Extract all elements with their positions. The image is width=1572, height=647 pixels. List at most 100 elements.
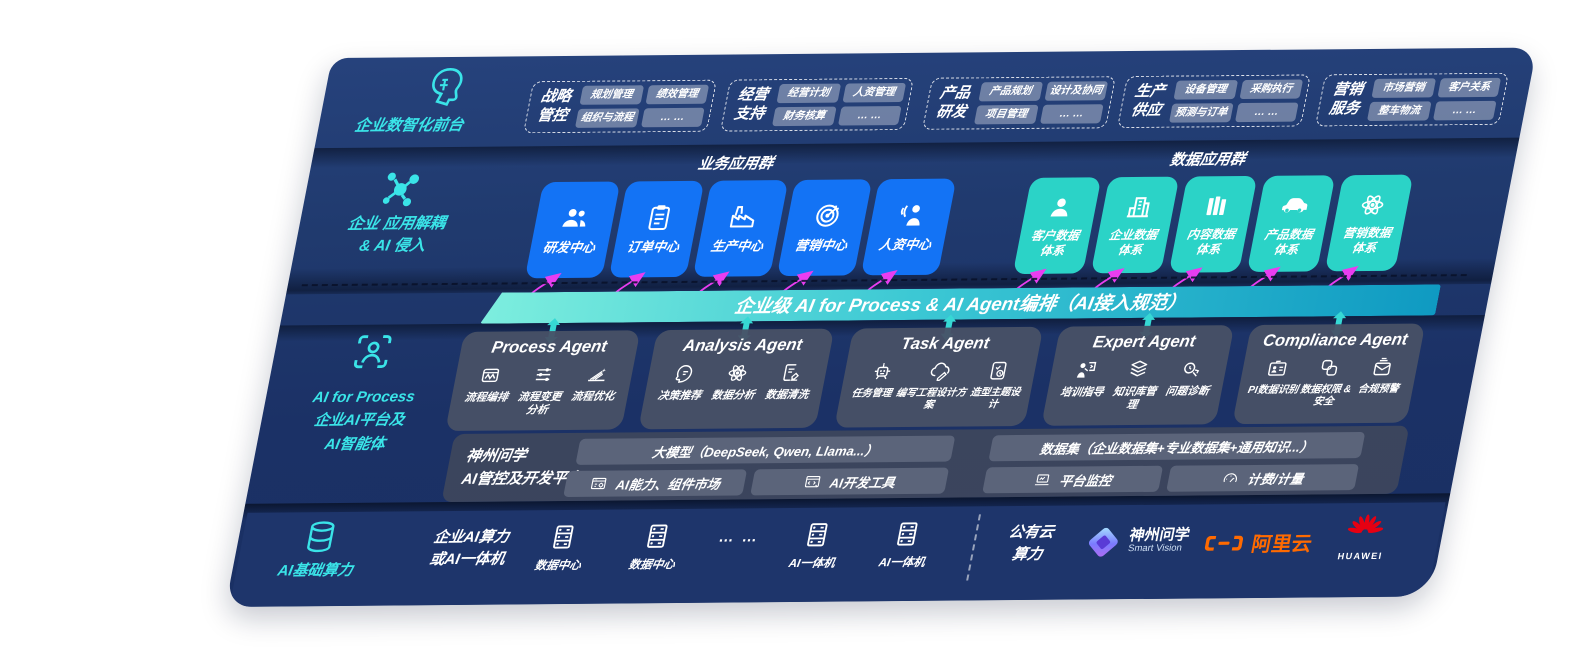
chip: 市场营销 xyxy=(1371,78,1436,98)
node-label: AI一体机 xyxy=(787,557,836,571)
server-icon xyxy=(799,520,835,550)
node-label: 数据中心 xyxy=(627,559,676,572)
chip: … … xyxy=(1432,100,1497,121)
diagnose-icon xyxy=(1178,357,1205,380)
dev-tools-bar: AI开发工具 xyxy=(750,467,950,496)
enterprise-compute-label: 企业AI算力 或AI一体机 xyxy=(428,528,511,568)
building-icon xyxy=(1122,192,1155,220)
laptop-icon xyxy=(1032,471,1054,489)
person-scan-icon xyxy=(349,331,397,371)
business-group-title: 业务应用群 xyxy=(696,155,775,173)
analysis-agent-card: Analysis Agent 决策推荐 数据分析 数据清洗 xyxy=(638,328,835,430)
ai-platform-label: AI for Process 企业AI平台及 AI智能体 xyxy=(311,388,417,453)
server-icon xyxy=(545,522,581,552)
sliders-icon xyxy=(530,363,557,386)
chip: 设备管理 xyxy=(1173,80,1238,100)
front-office-group-supply: 生产 供应 设备管理 采购执行 预测与订单 … … xyxy=(1116,74,1312,129)
group-title: 产品 研发 xyxy=(934,84,972,121)
server-icon xyxy=(639,521,675,551)
training-icon xyxy=(1073,358,1100,381)
infra-label: AI基础算力 xyxy=(276,561,355,580)
capability-bar: AI能力、组件市场 xyxy=(563,469,748,497)
group-title: 生产 供应 xyxy=(1129,82,1167,120)
group-chips: 产品规划 设计及协同 项目管理 … … xyxy=(973,81,1109,125)
chip: 设计及协同 xyxy=(1043,81,1109,101)
chip: 组织与流程 xyxy=(574,108,640,128)
process-agent-card: Process Agent 流程编排 流程变更分析 流程优化 xyxy=(445,330,641,432)
car-icon xyxy=(1277,190,1313,220)
clean-doc-icon xyxy=(777,361,804,384)
flow-doc-icon xyxy=(477,363,504,386)
front-office-group-operation: 经营 支持 经营计划 人资管理 财务核算 … … xyxy=(719,77,915,132)
decision-head-icon xyxy=(670,362,697,385)
app-layer-label: 企业 应用解耦 & AI 侵入 xyxy=(346,215,447,255)
chip: 客户关系 xyxy=(1436,77,1502,98)
layers-icon xyxy=(1125,358,1152,381)
chip: … … xyxy=(640,107,705,128)
group-chips: 经营计划 人资管理 财务核算 … … xyxy=(771,82,907,127)
gauge-icon xyxy=(1220,469,1242,487)
smart-vision-sub: Smart Vision xyxy=(1127,542,1183,555)
books-icon xyxy=(1200,192,1233,220)
window-gear-icon xyxy=(588,475,610,493)
window-tool-icon xyxy=(802,473,824,491)
front-office-group-strategy: 战略 管控 规划管理 绩效管理 组织与流程 … … xyxy=(522,79,718,134)
design-doc-icon xyxy=(984,359,1011,382)
dev-platform-band: 神州问学 AI管控及开发平台 大模型（DeepSeek, Qwen, Llama.… xyxy=(441,425,1410,503)
architecture-panel: 企业数智化前台 战略 管控 规划管理 绩效管理 组织与流程 … … 经营 支持 经营… xyxy=(225,47,1537,607)
molecule-icon xyxy=(374,167,427,211)
infra-divider xyxy=(966,514,982,581)
huawei-logo-icon xyxy=(1344,513,1387,549)
alibaba-brackets-icon xyxy=(1200,532,1248,554)
chip: … … xyxy=(1234,102,1299,123)
infra-band: AI基础算力 企业AI算力 或AI一体机 数据中心 数据中心 … … AI一体机 … xyxy=(229,502,1446,607)
compliance-agent-card: Compliance Agent PI数据识别 数据权限 & 安全 合规预警 xyxy=(1232,323,1426,425)
huawei-name: HUAWEI xyxy=(1336,550,1384,562)
chip: 绩效管理 xyxy=(644,84,710,105)
band1-shelf-shadow xyxy=(310,137,1520,169)
atom-icon xyxy=(1356,190,1389,218)
monitoring-bar: 平台监控 xyxy=(982,465,1164,494)
group-chips: 设备管理 采购执行 预测与订单 … … xyxy=(1168,79,1304,123)
brain-icon xyxy=(419,65,469,107)
dataset-bar: 数据集（企业数据集+专业数据集+通用知识...） xyxy=(988,431,1366,462)
clipboard-icon xyxy=(641,202,677,232)
chip: 整车物流 xyxy=(1366,101,1432,121)
people-icon xyxy=(557,203,593,233)
data-group-title: 数据应用群 xyxy=(1168,151,1247,169)
group-title: 战略 管控 xyxy=(535,88,573,125)
chip: 规划管理 xyxy=(579,85,644,105)
database-icon xyxy=(299,519,342,555)
model-bar: 大模型（DeepSeek, Qwen, Llama...） xyxy=(575,435,956,465)
chip: 产品规划 xyxy=(978,81,1043,102)
chip: 采购执行 xyxy=(1238,79,1304,100)
alert-mail-icon xyxy=(1369,356,1396,379)
person-signal-icon xyxy=(893,200,929,230)
cloud-pen-icon xyxy=(926,360,953,383)
public-cloud-label: 公有云 算力 xyxy=(1007,523,1056,563)
target-icon xyxy=(809,201,845,231)
robot-icon xyxy=(868,360,895,383)
chip: 预测与订单 xyxy=(1168,103,1234,123)
front-office-group-marketing: 营销 服务 市场营销 客户关系 整车物流 … … xyxy=(1314,72,1510,127)
node-label: AI一体机 xyxy=(877,556,926,570)
node-label: 数据中心 xyxy=(533,559,582,573)
expert-agent-card: Expert Agent 培训指导 知识库管理 问题诊断 xyxy=(1041,325,1235,426)
person-icon xyxy=(1044,193,1077,221)
front-office-label: 企业数智化前台 xyxy=(353,116,466,135)
id-card-icon xyxy=(1264,357,1291,380)
group-chips: 市场营销 客户关系 整车物流 … … xyxy=(1366,77,1502,121)
task-agent-card: Task Agent 任务管理 编写工程设计方案 造型主题设计 xyxy=(834,326,1044,428)
chip: … … xyxy=(1039,104,1104,124)
factory-icon xyxy=(725,202,761,232)
group-title: 经营 支持 xyxy=(732,86,770,123)
alibaba-cloud-name: 阿里云 xyxy=(1249,533,1314,557)
chip: … … xyxy=(837,106,902,126)
permission-lock-icon xyxy=(1316,356,1343,379)
alibaba-cloud-logo: 阿里云 xyxy=(1199,527,1315,557)
chip: 经营计划 xyxy=(776,83,841,104)
ellipsis-label: … … xyxy=(717,528,761,546)
billing-bar: 计费/计量 xyxy=(1166,464,1360,492)
chip: 项目管理 xyxy=(973,104,1039,125)
chip: 人资管理 xyxy=(841,82,907,103)
